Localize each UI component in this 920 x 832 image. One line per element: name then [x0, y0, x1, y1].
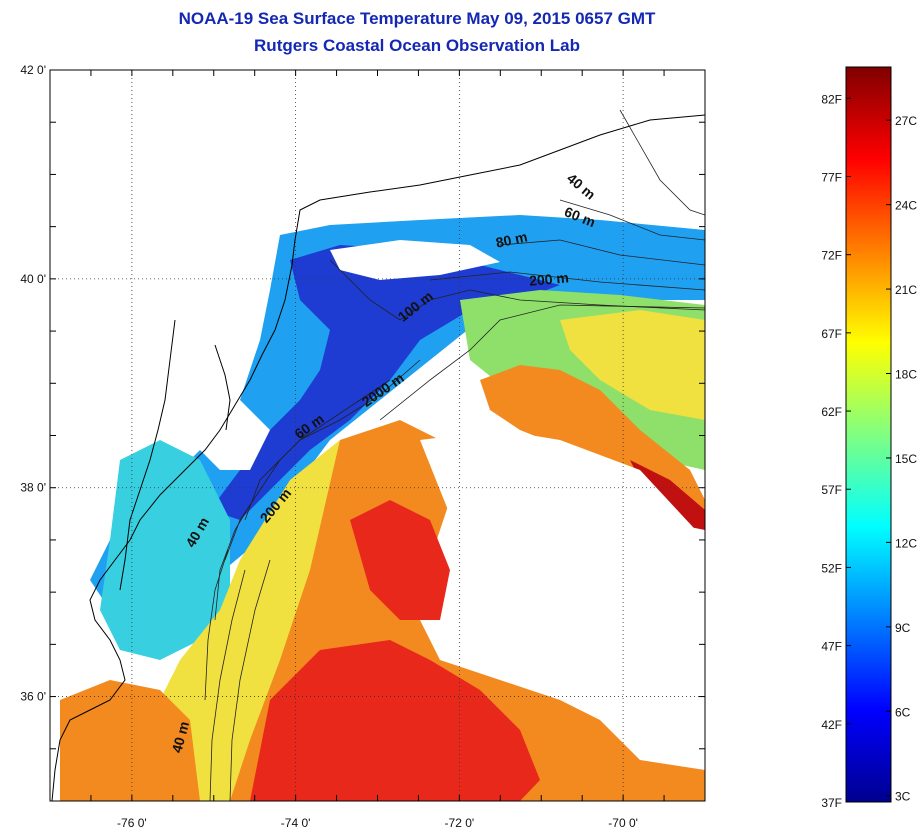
colorbar-c-label: 24C: [895, 199, 917, 213]
colorbar-c-label: 21C: [895, 283, 917, 297]
colorbar-f-label: 77F: [821, 170, 842, 184]
delaware-bay-shore: [214, 344, 231, 431]
sst-cyan-region: [100, 440, 230, 660]
lat-tick-label: 42 0': [20, 63, 46, 77]
colorbar-c-label: 27C: [895, 114, 917, 128]
colorbar: 82F 77F 72F 67F 62F 57F 52F 47F 42F 37F 27C 24C 21C 1…: [821, 66, 917, 810]
cloud-gap-2: [200, 400, 270, 470]
coastline: [51, 114, 705, 801]
colorbar-c-label: 6C: [895, 705, 911, 719]
colorbar-f-label: 67F: [821, 327, 842, 341]
lon-tick-label: -70 0': [608, 816, 638, 830]
sst-red-region: [350, 500, 450, 620]
lat-tick-label: 38 0': [20, 481, 46, 495]
map-subtitle: Rutgers Coastal Ocean Observation Lab: [254, 36, 580, 55]
contour-depth-label: 80 m: [494, 228, 529, 250]
chesapeake-bay-shore: [119, 319, 176, 591]
lon-tick-label: -72 0': [445, 816, 475, 830]
sst-red-region-2: [250, 640, 540, 801]
sst-orange-region-3: [60, 680, 200, 801]
colorbar-c-label: 9C: [895, 621, 911, 635]
contour-depth-label: 200 m: [529, 269, 570, 288]
colorbar-f-label: 62F: [821, 405, 842, 419]
colorbar-f-label: 42F: [821, 718, 842, 732]
colorbar-f-label: 47F: [821, 640, 842, 654]
colorbar-gradient: [845, 66, 892, 803]
sst-yellow-region-2: [560, 310, 705, 420]
colorbar-c-label: 12C: [895, 536, 917, 550]
colorbar-c-label: 18C: [895, 368, 917, 382]
map-title: NOAA-19 Sea Surface Temperature May 09, …: [178, 9, 656, 28]
cloud-gap: [420, 430, 705, 700]
cloud-gap-3: [330, 240, 500, 280]
lat-tick-label: 40 0': [20, 272, 46, 286]
bathymetry-contours: [204, 109, 705, 801]
sst-cold-region: [210, 245, 560, 520]
sst-field: [60, 215, 705, 801]
lon-tick-label: -76 0': [117, 816, 147, 830]
colorbar-f-label: 72F: [821, 249, 842, 263]
lon-tick-label: -74 0': [281, 816, 311, 830]
colorbar-f-label: 37F: [821, 796, 842, 810]
colorbar-c-label: 15C: [895, 452, 917, 466]
colorbar-f-label: 52F: [821, 561, 842, 575]
sst-red-region-3: [630, 460, 705, 530]
colorbar-f-label: 57F: [821, 483, 842, 497]
contour-depth-label: 40 m: [168, 720, 192, 755]
lat-tick-label: 36 0': [20, 690, 46, 704]
colorbar-labels: 82F 77F 72F 67F 62F 57F 52F 47F 42F 37F 27C 24C 21C 1…: [821, 92, 917, 810]
colorbar-f-label: 82F: [821, 92, 842, 106]
axis-ticks: -76 0' -74 0' -72 0' -70 0' 42 0' 40 0' 38 0' 3…: [20, 63, 706, 830]
colorbar-c-label: 3C: [895, 790, 911, 804]
